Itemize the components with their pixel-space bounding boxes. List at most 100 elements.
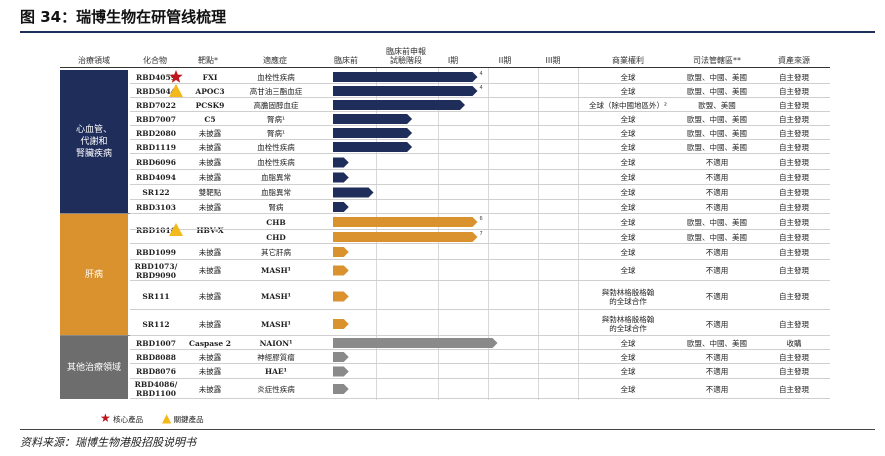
regulatory-cell: 歐盟、中國、美國 [687, 128, 747, 138]
pipeline-bar [333, 265, 349, 276]
row-divider [130, 229, 830, 230]
target-cell: 未披露 [198, 352, 222, 362]
indication-cell: 腎病¹ [266, 114, 285, 124]
header-area: 治療領域 [78, 56, 110, 65]
rights-cell: 與勃林格殷格翰 的全球合作 [601, 287, 655, 306]
compound-cell: RBD1016 [136, 225, 176, 235]
regulatory-cell: 不適用 [705, 319, 729, 329]
indication-cell: 血栓性疾病 [257, 158, 295, 167]
compound-cell: RBD3103 [136, 202, 176, 212]
rights-cell: 與勃林格殷格翰 的全球合作 [601, 315, 655, 333]
star-icon: ★ [100, 411, 111, 425]
source-cell: 自主發現 [779, 266, 809, 275]
source-cell: 自主發現 [779, 158, 809, 167]
row-divider [130, 363, 830, 364]
pipeline-bar [333, 157, 349, 168]
regulatory-cell: 歐盟、美國 [698, 100, 736, 110]
pipeline-bar [333, 100, 465, 110]
compound-cell: RBD1099 [136, 247, 176, 257]
legend-key: ▲ 關鍵產品 [162, 411, 204, 425]
row-divider [130, 335, 830, 336]
pipeline-bar [333, 187, 374, 198]
pipeline-bar [333, 114, 413, 124]
target-cell: Caspase 2 [189, 338, 231, 348]
source-cell: 自主發現 [779, 232, 809, 242]
target-cell: 未披露 [198, 128, 222, 138]
rights-cell: 全球 [620, 128, 636, 138]
header-regulatory: 司法管轄區** [693, 56, 741, 65]
target-cell: 未披露 [198, 247, 222, 257]
indication-cell: MASH¹ [261, 319, 291, 329]
indication-cell: HAE¹ [265, 367, 287, 376]
stage-gridline [538, 68, 539, 400]
target-cell: 未披露 [198, 142, 222, 152]
indication-cell: NAION¹ [259, 338, 293, 348]
compound-cell: SR111 [142, 292, 170, 301]
rights-cell: 全球 [620, 384, 636, 394]
source-cell: 自主發現 [779, 352, 809, 362]
regulatory-cell: 不適用 [705, 292, 729, 301]
pipeline-bar [333, 291, 349, 302]
target-cell: FXI [202, 72, 218, 82]
row-divider [130, 184, 830, 185]
rights-cell: 全球 [620, 114, 636, 124]
target-cell: 未披露 [198, 292, 222, 301]
compound-cell: RBD7022 [136, 100, 176, 110]
triangle-icon: ▲ [162, 411, 172, 425]
indication-cell: 高甘油三酯血症 [249, 86, 303, 96]
pipeline-bar [333, 232, 478, 242]
regulatory-cell: 歐盟、中國、美國 [687, 338, 747, 348]
header-phase2: II期 [498, 56, 512, 65]
therapeutic-area-1: 肝病 [60, 214, 128, 335]
regulatory-cell: 不適用 [705, 188, 729, 197]
indication-cell: 高膽固醇血症 [253, 100, 299, 110]
regulatory-cell: 不適用 [705, 352, 729, 362]
indication-cell: 神經膠質瘤 [257, 352, 295, 362]
target-cell: 雙靶點 [198, 188, 222, 197]
pipeline-bar [333, 217, 478, 227]
source-cell: 自主發現 [779, 292, 809, 301]
bar-footnote: 4 [480, 85, 483, 91]
source-cell: 自主發現 [779, 173, 809, 182]
rights-cell: 全球 [620, 142, 636, 152]
regulatory-cell: 不適用 [705, 247, 729, 257]
rights-cell: 全球 [620, 202, 636, 212]
pipeline-bar [333, 247, 349, 257]
source-cell: 自主發現 [779, 202, 809, 212]
rights-cell: 全球 [620, 367, 636, 376]
row-divider [130, 83, 830, 84]
header-ind: 臨床前申報 試驗階段 [386, 47, 426, 65]
compound-cell: RBD8076 [136, 367, 176, 376]
compound-cell: RBD4086/ RBD1100 [134, 380, 178, 398]
source-cell: 自主發現 [779, 114, 809, 124]
source-cell: 自主發現 [779, 100, 809, 110]
header-source: 資產來源 [778, 56, 810, 65]
source-cell: 自主發現 [779, 86, 809, 96]
rights-cell: 全球 [620, 72, 636, 82]
target-cell: PCSK9 [195, 100, 225, 110]
target-cell: 未披露 [198, 266, 222, 275]
pipeline-bar [333, 338, 498, 348]
bar-footnote: 7 [480, 231, 483, 237]
source-cell: 自主發現 [779, 188, 809, 197]
rights-cell: 全球 [620, 247, 636, 257]
header-divider [60, 67, 830, 68]
rights-cell: 全球 [620, 173, 636, 182]
header-phase3: III期 [545, 56, 561, 65]
compound-cell: RBD4094 [136, 173, 176, 182]
row-divider [130, 111, 830, 112]
indication-cell: MASH¹ [261, 292, 291, 301]
indication-cell: CHB [266, 217, 286, 227]
source-cell: 自主發現 [779, 384, 809, 394]
key-product-triangle-icon [169, 223, 183, 236]
pipeline-bar [333, 319, 349, 329]
rights-cell: 全球 [620, 266, 636, 275]
page-title: 图 34：瑞博生物在研管线梳理 [20, 8, 227, 26]
row-divider [130, 280, 830, 281]
regulatory-cell: 不適用 [705, 202, 729, 212]
row-divider [130, 199, 830, 200]
regulatory-cell: 歐盟、中國、美國 [687, 217, 747, 227]
indication-cell: CHD [266, 232, 286, 242]
header-compound: 化合物 [143, 56, 167, 65]
